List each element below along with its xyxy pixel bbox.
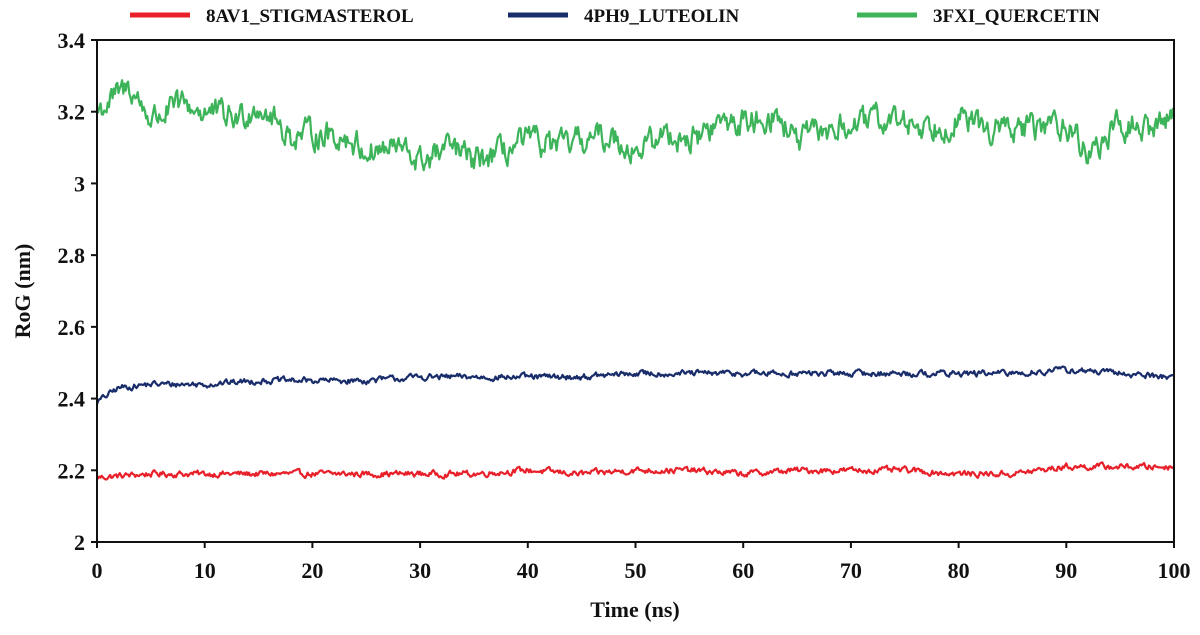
y-tick-label: 3.2 <box>58 100 86 125</box>
x-tick-label: 60 <box>732 558 754 583</box>
series-line-3fxi-quercetin <box>96 79 1176 172</box>
x-tick-label: 30 <box>409 558 431 583</box>
series-line-8av1-stigmasterol <box>96 461 1175 481</box>
x-tick-label: 10 <box>194 558 216 583</box>
x-tick-label: 80 <box>948 558 970 583</box>
x-axis-title: Time (ns) <box>590 597 679 622</box>
y-tick-label: 2 <box>74 530 85 555</box>
y-axis: 2 2.2 2.4 2.6 2.8 3 3.2 3.4 <box>58 28 97 555</box>
y-tick-label: 2.6 <box>58 315 86 340</box>
series-layer <box>95 79 1176 481</box>
x-tick-label: 20 <box>301 558 323 583</box>
series-line-4ph9-luteolin <box>95 365 1175 405</box>
y-tick-label: 3 <box>74 171 85 196</box>
legend-label: 4PH9_LUTEOLIN <box>584 6 739 27</box>
y-axis-title: RoG (nm) <box>10 244 35 339</box>
y-tick-label: 2.8 <box>58 243 86 268</box>
x-tick-label: 0 <box>92 558 103 583</box>
x-tick-label: 90 <box>1055 558 1077 583</box>
legend-label: 3FXI_QUERCETIN <box>933 6 1100 27</box>
y-tick-label: 2.2 <box>58 458 86 483</box>
x-tick-label: 40 <box>517 558 539 583</box>
x-tick-label: 50 <box>625 558 647 583</box>
x-tick-label: 100 <box>1158 558 1191 583</box>
y-tick-label: 3.4 <box>58 28 86 53</box>
legend-label: 8AV1_STIGMASTEROL <box>206 6 414 27</box>
legend: 8AV1_STIGMASTEROL 4PH9_LUTEOLIN 3FXI_QUERC… <box>130 6 1100 27</box>
y-tick-label: 2.4 <box>58 387 86 412</box>
x-axis: 0 10 20 30 40 50 60 70 80 90 100 <box>92 542 1191 583</box>
x-tick-label: 70 <box>840 558 862 583</box>
